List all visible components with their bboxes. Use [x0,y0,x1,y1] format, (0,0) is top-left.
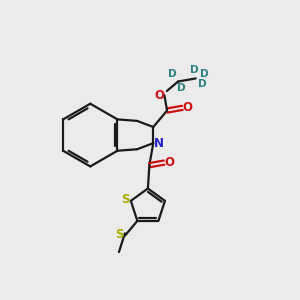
Text: N: N [154,136,164,150]
Text: D: D [190,65,199,75]
Text: D: D [177,83,185,93]
Text: O: O [164,156,174,169]
Text: S: S [115,228,123,241]
Text: O: O [182,101,192,114]
Text: S: S [121,194,130,206]
Text: D: D [168,69,177,79]
Text: D: D [200,69,208,79]
Text: D: D [198,79,207,89]
Text: O: O [154,89,164,102]
